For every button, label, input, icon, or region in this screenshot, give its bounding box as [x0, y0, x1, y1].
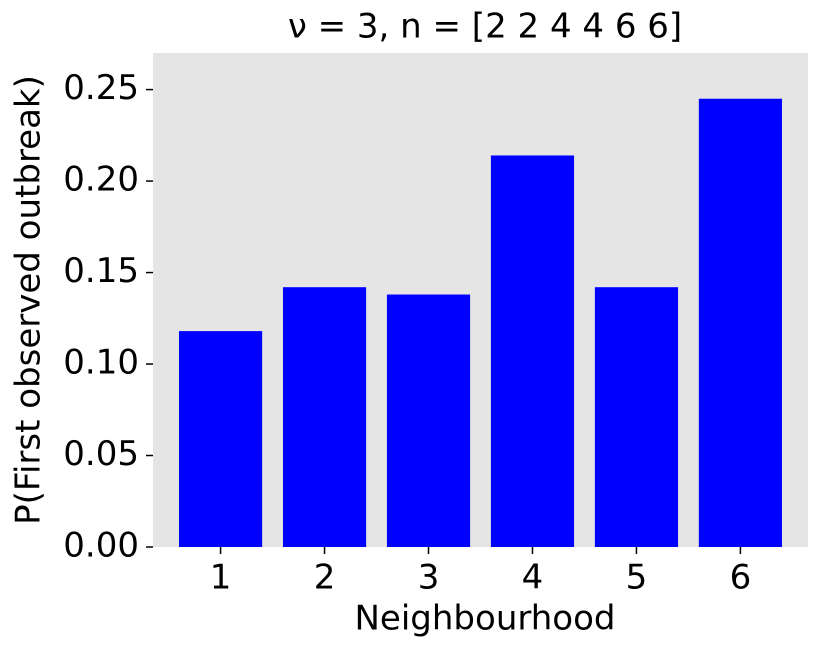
y-tick-label: 0.00	[63, 526, 139, 566]
x-tick-label: 5	[626, 558, 648, 598]
y-tick-label: 0.10	[63, 343, 139, 383]
x-axis-label: Neighbourhood	[355, 599, 616, 639]
x-tick-label: 1	[210, 558, 232, 598]
chart-title: ν = 3, n = [2 2 4 4 6 6]	[288, 7, 682, 47]
bar	[594, 287, 679, 547]
y-tick-label: 0.25	[63, 68, 139, 108]
x-tick-label: 6	[730, 558, 752, 598]
x-tick-label: 3	[418, 558, 440, 598]
bar	[386, 294, 471, 547]
bar	[698, 98, 783, 548]
bar	[490, 155, 575, 547]
y-tick-label: 0.05	[63, 434, 139, 474]
x-tick-label: 2	[314, 558, 336, 598]
x-tick-label: 4	[522, 558, 544, 598]
bar	[282, 287, 367, 547]
y-axis-label: P(First observed outbreak)	[9, 75, 49, 525]
y-tick-label: 0.15	[63, 251, 139, 291]
y-tick-label: 0.20	[63, 160, 139, 200]
bar	[178, 331, 263, 547]
